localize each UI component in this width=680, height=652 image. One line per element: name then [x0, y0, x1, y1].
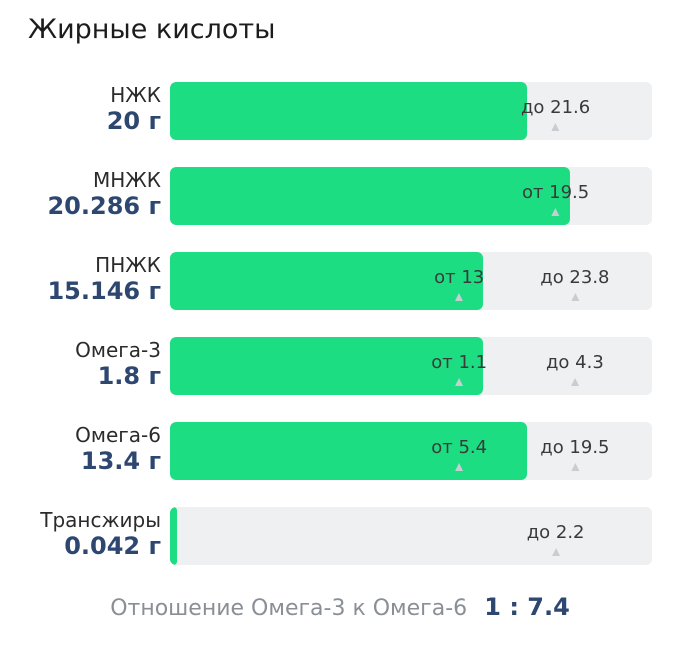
- nutrient-amount: 0.042 г: [64, 532, 161, 560]
- marker-triangle-icon: [455, 293, 464, 301]
- nutrient-name: МНЖК: [92, 168, 161, 192]
- progress-fill: [170, 252, 484, 310]
- marker-triangle-icon: [551, 123, 560, 131]
- marker-label: до 2.2: [526, 522, 585, 543]
- marker-label: от 19.5: [521, 182, 590, 203]
- marker-label: до 23.8: [540, 267, 610, 288]
- progress-fill: [170, 507, 178, 565]
- marker-triangle-icon: [551, 548, 560, 556]
- fatty-acid-row-nzhk: НЖК 20 г до 21.6: [0, 82, 680, 140]
- progress-track: до 2.2: [170, 507, 652, 565]
- nutrient-amount: 20 г: [106, 107, 161, 135]
- nutrient-name: Омега-6: [75, 423, 161, 447]
- marker-label: до 19.5: [540, 437, 610, 458]
- range-marker: до 21.6: [521, 82, 590, 140]
- range-marker: от 1.1: [431, 337, 487, 395]
- marker-label: до 21.6: [520, 97, 591, 118]
- nutrient-amount: 15.146 г: [47, 277, 161, 305]
- range-marker: до 23.8: [540, 252, 610, 310]
- omega-ratio-value: 1 : 7.4: [484, 593, 570, 621]
- range-marker: до 19.5: [540, 422, 610, 480]
- marker-label: от 5.4: [431, 437, 488, 458]
- marker-triangle-icon: [570, 378, 579, 386]
- range-marker: до 4.3: [546, 337, 604, 395]
- range-marker: от 13: [434, 252, 484, 310]
- nutrient-amount: 20.286 г: [47, 192, 161, 220]
- nutrient-amount: 13.4 г: [80, 447, 161, 475]
- range-marker: от 19.5: [522, 167, 589, 225]
- omega-ratio-label: Отношение Омега-3 к Омега-6: [110, 596, 468, 621]
- marker-triangle-icon: [570, 463, 579, 471]
- row-label: Омега-3 1.8 г: [75, 337, 161, 389]
- nutrient-name: Трансжиры: [40, 508, 161, 532]
- fatty-acid-row-pnzhk: ПНЖК 15.146 г от 13 до 23.8: [0, 252, 680, 310]
- progress-track: от 13 до 23.8: [170, 252, 652, 310]
- marker-triangle-icon: [455, 463, 464, 471]
- row-label: НЖК 20 г: [107, 82, 161, 134]
- range-marker: от 5.4: [431, 422, 487, 480]
- fatty-acid-row-omega6: Омега-6 13.4 г от 5.4 до 19.5: [0, 422, 680, 480]
- nutrient-name: Омега-3: [75, 338, 161, 362]
- progress-fill: [170, 422, 527, 480]
- fatty-acid-row-mnzhk: МНЖК 20.286 г от 19.5: [0, 167, 680, 225]
- range-marker: до 2.2: [527, 507, 585, 565]
- marker-label: от 1.1: [431, 352, 488, 373]
- row-label: Трансжиры 0.042 г: [40, 507, 161, 559]
- progress-track: до 21.6: [170, 82, 652, 140]
- marker-triangle-icon: [570, 293, 579, 301]
- progress-track: от 5.4 до 19.5: [170, 422, 652, 480]
- nutrient-amount: 1.8 г: [97, 362, 161, 390]
- row-label: Омега-6 13.4 г: [75, 422, 161, 474]
- fatty-acid-row-omega3: Омега-3 1.8 г от 1.1 до 4.3: [0, 337, 680, 395]
- marker-label: от 13: [434, 267, 485, 288]
- omega-ratio: Отношение Омега-3 к Омега-6 1 : 7.4: [0, 593, 680, 621]
- progress-fill: [170, 167, 571, 225]
- row-label: МНЖК 20.286 г: [47, 167, 161, 219]
- nutrient-name: НЖК: [110, 83, 161, 107]
- progress-track: от 19.5: [170, 167, 652, 225]
- fatty-acid-row-trans: Трансжиры 0.042 г до 2.2: [0, 507, 680, 565]
- progress-fill: [170, 337, 484, 395]
- marker-label: до 4.3: [545, 352, 604, 373]
- nutrient-name: ПНЖК: [95, 253, 161, 277]
- progress-track: от 1.1 до 4.3: [170, 337, 652, 395]
- progress-fill: [170, 82, 527, 140]
- marker-triangle-icon: [455, 378, 464, 386]
- marker-triangle-icon: [551, 208, 560, 216]
- section-title: Жирные кислоты: [28, 14, 276, 45]
- row-label: ПНЖК 15.146 г: [47, 252, 161, 304]
